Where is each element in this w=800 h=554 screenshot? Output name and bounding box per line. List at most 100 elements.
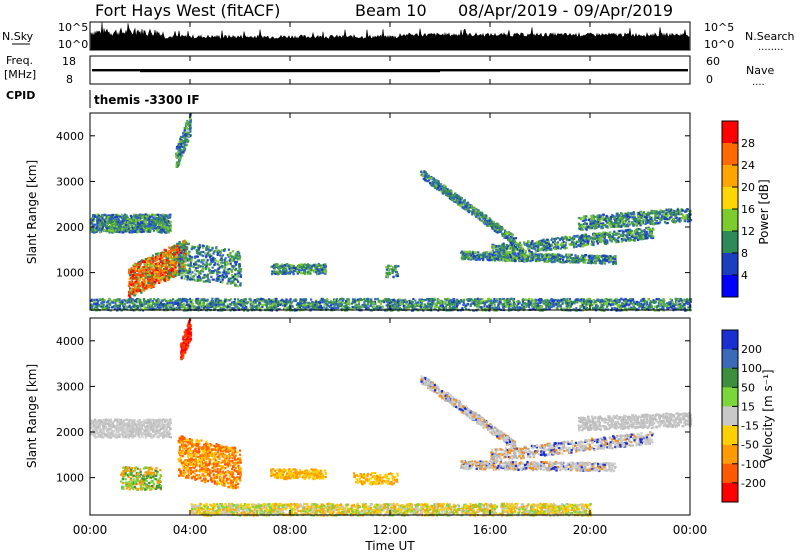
power-cell <box>189 118 192 121</box>
power-cell <box>201 265 204 268</box>
power-cell <box>505 259 508 262</box>
power-cell <box>575 256 578 259</box>
power-cell <box>433 181 436 184</box>
power-cell <box>161 264 164 267</box>
power-cell <box>585 233 588 236</box>
power-cell <box>139 228 142 231</box>
power-cell <box>143 221 146 224</box>
power-cell <box>421 174 424 177</box>
power-cell <box>609 231 612 234</box>
power-cell <box>183 148 186 151</box>
power-cell <box>178 269 181 272</box>
power-cell <box>109 221 112 224</box>
power-cell <box>187 253 190 256</box>
cpid-label: CPID <box>6 89 35 102</box>
power-cell <box>442 189 446 192</box>
power-cell <box>140 267 143 270</box>
nave-right-top: 60 <box>706 55 720 68</box>
power-cell <box>227 262 230 265</box>
power-cell <box>518 249 521 252</box>
power-cell <box>395 271 398 274</box>
power-cell <box>188 250 191 253</box>
power-cell <box>160 214 163 217</box>
power-cell <box>156 267 159 270</box>
power-cell <box>127 221 130 224</box>
power-cell <box>537 245 540 248</box>
power-cell <box>179 149 182 152</box>
power-cell <box>182 269 185 273</box>
power-cell <box>490 256 493 259</box>
power-cell <box>115 218 118 221</box>
power-cell <box>171 246 174 249</box>
power-cell <box>596 242 599 245</box>
power-cell <box>565 260 568 263</box>
power-cell <box>627 237 630 240</box>
power-cell <box>183 249 186 252</box>
power-cell <box>210 259 213 262</box>
power-cell <box>189 278 192 281</box>
power-cell <box>285 267 288 270</box>
power-cell <box>180 253 183 256</box>
power-cell <box>187 263 190 266</box>
power-cell <box>471 252 474 255</box>
power-cell <box>229 252 232 255</box>
power-cell <box>133 273 136 276</box>
power-cell <box>146 217 149 220</box>
power-cell <box>186 275 190 278</box>
power-cell <box>177 163 180 166</box>
power-cell <box>124 229 127 232</box>
power-cell <box>181 269 184 272</box>
power-cell <box>162 213 165 216</box>
power-cell <box>428 179 431 182</box>
power-cell <box>645 233 648 236</box>
power-cell <box>185 140 188 143</box>
power-cell <box>145 230 148 233</box>
power-cell <box>101 217 104 220</box>
power-cell <box>507 238 510 241</box>
freq-label-line1: Freq. <box>6 54 33 67</box>
power-cell <box>98 222 101 225</box>
power-cell <box>197 251 200 254</box>
power-cell <box>488 253 491 256</box>
power-cell <box>619 234 622 238</box>
power-cell <box>134 282 137 285</box>
power-cell <box>285 263 289 266</box>
power-cell <box>90 227 93 230</box>
power-cell <box>421 171 424 174</box>
power-cell <box>143 284 146 287</box>
power-cell <box>183 139 186 143</box>
power-cell <box>150 280 153 283</box>
power-cell <box>315 265 318 269</box>
power-cell <box>622 235 625 238</box>
power-cell <box>477 251 480 254</box>
power-cell <box>579 260 582 263</box>
power-cell <box>460 197 463 200</box>
power-cell <box>108 226 111 229</box>
power-cell <box>489 223 493 226</box>
power-cell <box>165 253 168 256</box>
power-cell <box>203 276 206 279</box>
power-cell <box>483 221 486 224</box>
power-cell <box>545 260 548 263</box>
power-cell <box>498 253 501 256</box>
power-cell <box>181 260 184 263</box>
power-cell <box>149 219 152 222</box>
power-cell <box>193 262 196 265</box>
power-cell <box>178 253 181 256</box>
power-cell <box>389 267 392 271</box>
power-cell <box>152 259 155 262</box>
power-cell <box>159 277 162 280</box>
power-cell <box>119 223 122 226</box>
power-cell <box>174 273 177 276</box>
power-cell <box>578 239 581 242</box>
power-cell <box>167 225 171 228</box>
power-cell <box>516 244 519 247</box>
power-cell <box>167 220 170 223</box>
power-cell <box>216 277 220 281</box>
power-cell <box>103 213 106 216</box>
power-cell <box>219 271 222 274</box>
power-cell <box>446 191 449 194</box>
power-cell <box>461 250 464 253</box>
power-cell <box>159 218 162 221</box>
